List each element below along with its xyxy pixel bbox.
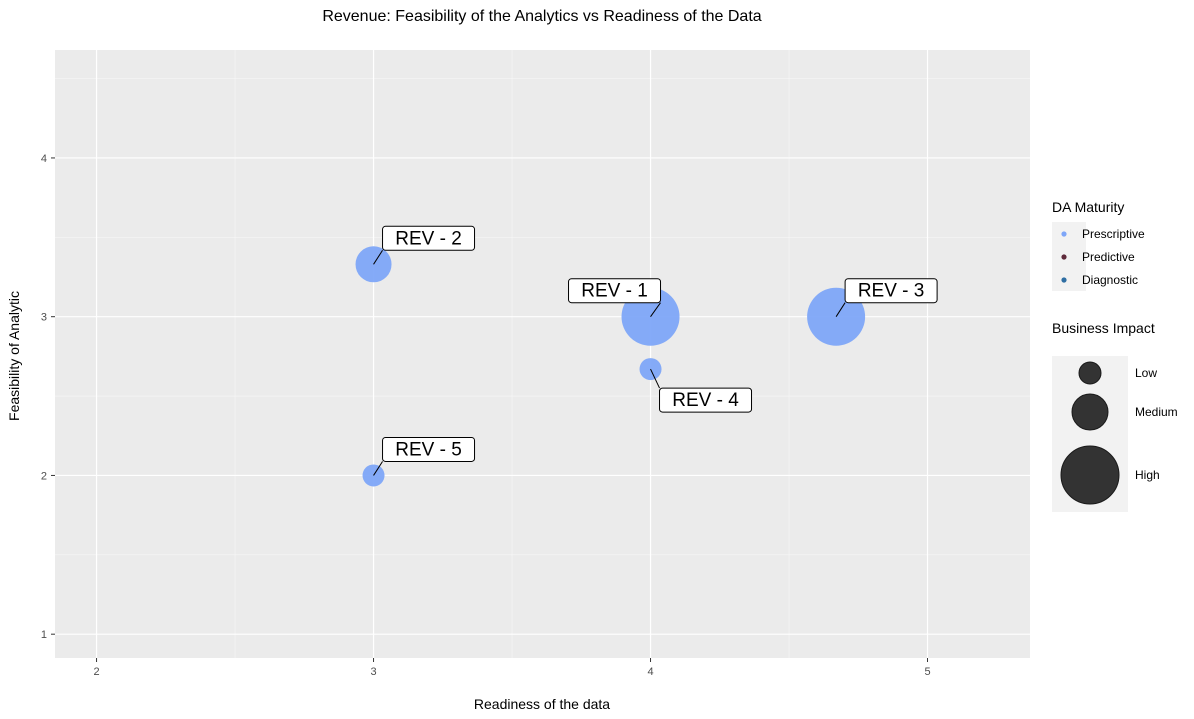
- legend-color-key-diagnostic: [1061, 277, 1067, 283]
- y-axis-ticks: 1 2 3 4: [41, 153, 55, 641]
- legend-da-maturity: DA Maturity Prescriptive Predictive Diagno…: [1052, 199, 1145, 291]
- major-gridlines: [55, 50, 1030, 658]
- legend-size-key-high: [1060, 445, 1120, 505]
- point-label-box: [382, 225, 476, 251]
- y-tick-label: 2: [41, 470, 47, 482]
- point-label-box: [659, 387, 753, 413]
- legend-size-title: Business Impact: [1052, 320, 1155, 336]
- legend-color-label-predictive: Predictive: [1082, 250, 1135, 264]
- legend-size-label-medium: Medium: [1135, 405, 1178, 419]
- legend-color-key-predictive: [1061, 254, 1067, 260]
- point-label: REV - 2: [395, 228, 462, 249]
- legend-color-label-prescriptive: Prescriptive: [1082, 227, 1145, 241]
- legend-color-title: DA Maturity: [1052, 199, 1124, 215]
- point-label-box: [382, 436, 476, 462]
- legend-business-impact: Business Impact Low Medium High: [1052, 320, 1178, 512]
- x-axis-ticks: 2 3 4 5: [93, 658, 931, 678]
- x-tick-label: 3: [370, 666, 376, 678]
- legend-color-key-prescriptive: [1061, 231, 1067, 237]
- label-leader-line: [835, 302, 846, 317]
- y-tick-label: 1: [41, 629, 47, 641]
- label-leader-line: [650, 368, 660, 389]
- chart-title: Revenue: Feasibility of the Analytics vs…: [322, 8, 761, 25]
- point-label: REV - 3: [858, 281, 925, 302]
- y-tick-label: 4: [41, 153, 47, 165]
- point-label-box: [844, 278, 938, 304]
- point-label: REV - 4: [672, 390, 739, 411]
- y-tick-label: 3: [41, 312, 47, 324]
- point-label: REV - 5: [395, 439, 462, 460]
- x-tick-label: 4: [647, 666, 653, 678]
- legend-size-key-low: [1078, 361, 1102, 385]
- x-tick-label: 5: [924, 666, 930, 678]
- plot-panel: [55, 50, 1030, 658]
- label-leader-line: [650, 302, 661, 317]
- point-label-box: [568, 278, 662, 304]
- label-leader-line: [373, 461, 383, 476]
- y-axis-title: Feasibility of Analytic: [6, 291, 22, 421]
- legend-color-keys-bg: [1052, 222, 1086, 291]
- legend-size-label-low: Low: [1135, 366, 1157, 380]
- point-label: REV - 1: [581, 281, 648, 302]
- legend-size-label-high: High: [1135, 468, 1160, 482]
- legend-color-label-diagnostic: Diagnostic: [1082, 273, 1138, 287]
- x-tick-label: 2: [93, 666, 99, 678]
- label-leader-line: [373, 250, 383, 265]
- minor-gridlines: [55, 50, 1030, 658]
- x-axis-title: Readiness of the data: [474, 696, 610, 712]
- point-labels: REV - 1 REV - 2 REV - 3 REV - 4 REV - 5: [373, 225, 938, 476]
- legend-size-key-medium: [1071, 393, 1109, 431]
